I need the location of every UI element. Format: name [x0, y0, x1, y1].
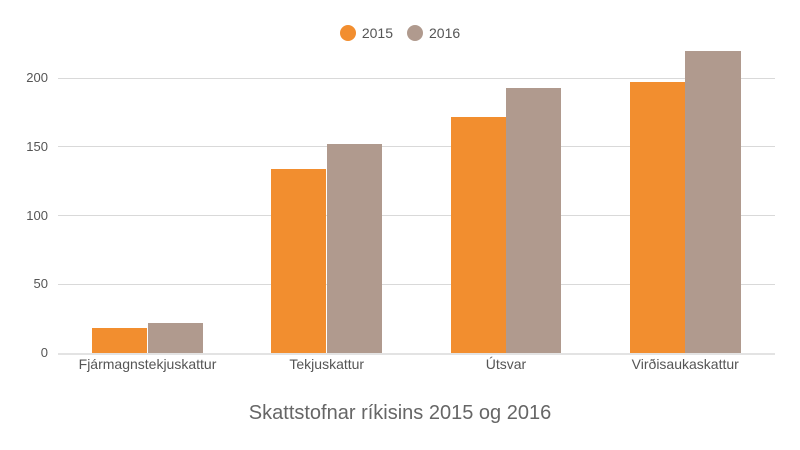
bar-2015-0[interactable] [92, 328, 148, 353]
y-tick-label: 200 [26, 70, 48, 86]
legend-marker-2016 [407, 25, 423, 41]
gridline-150 [58, 146, 775, 148]
gridline-100 [58, 215, 775, 217]
bar-2016-3[interactable] [685, 50, 741, 353]
legend-marker-2015 [339, 25, 356, 41]
bar-2016-0[interactable] [147, 322, 203, 353]
legend-item-2015[interactable]: 2015 [339, 25, 393, 41]
legend-item-2016[interactable]: 2016 [407, 25, 460, 41]
plot-area [58, 40, 775, 355]
x-tick-label: Útsvar [485, 356, 527, 372]
legend-label-2016: 2016 [429, 25, 461, 41]
bar-2016-1[interactable] [326, 144, 382, 353]
y-tick-label: 50 [33, 276, 48, 292]
gridline-50 [58, 283, 775, 285]
bar-2015-3[interactable] [629, 82, 685, 353]
gridline-0 [58, 353, 775, 355]
chart-legend: 2015 2016 [0, 25, 800, 41]
chart-title: Skattstofnar ríkisins 2015 og 2016 [248, 402, 552, 424]
legend-label-2015: 2015 [361, 25, 393, 41]
x-tick-label: Virðisaukaskattur [631, 356, 739, 372]
bar-2015-2[interactable] [450, 116, 506, 353]
gridline-200 [58, 77, 775, 79]
y-tick-label: 150 [26, 138, 48, 154]
bar-2015-1[interactable] [271, 168, 327, 353]
x-tick-label: Tekjuskattur [289, 356, 365, 372]
y-tick-label: 100 [26, 207, 48, 223]
y-tick-label: 0 [40, 345, 48, 360]
bar-2016-2[interactable] [506, 87, 562, 353]
x-tick-label: Fjármagnstekjuskattur [78, 356, 217, 372]
